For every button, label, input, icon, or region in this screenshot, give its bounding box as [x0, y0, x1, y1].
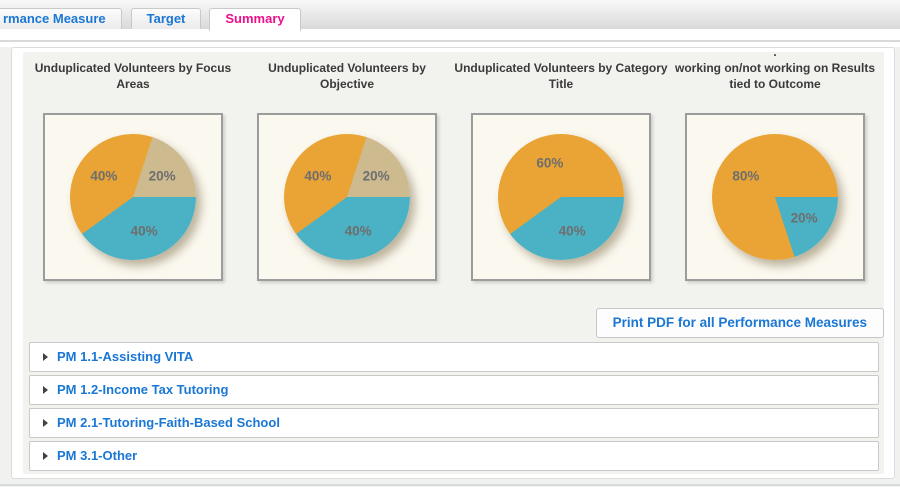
performance-measure-accordion: PM 1.1-Assisting VITA PM 1.2-Income Tax …: [23, 342, 884, 474]
pie-slice-label: 20%: [362, 168, 390, 184]
chart-title: . working on/not working on Results tied t…: [675, 45, 875, 91]
accordion-item-label: PM 1.1-Assisting VITA: [57, 349, 194, 364]
pie-chart: 40% 40% 20%: [284, 134, 410, 260]
page-bottom-rule: [0, 484, 900, 486]
charts-row: Unduplicated Volunteers by Focus Areas 40…: [23, 45, 884, 303]
tab-summary[interactable]: Summary: [209, 8, 301, 31]
chart-volunteers-by-focus-areas: Unduplicated Volunteers by Focus Areas 40…: [35, 54, 231, 281]
pie-slice-label: 20%: [148, 168, 176, 184]
chart-title: Unduplicated Volunteers by Objective: [268, 61, 426, 91]
summary-panel: Unduplicated Volunteers by Focus Areas 40…: [11, 45, 895, 479]
chart-title: Unduplicated Volunteers by Category Title: [454, 61, 668, 91]
chart-canvas: 40% 40% 20%: [43, 113, 223, 281]
accordion-item-pm-2-1[interactable]: PM 2.1-Tutoring-Faith-Based School: [29, 408, 879, 438]
pie-chart: 40% 40% 20%: [70, 134, 196, 260]
chevron-right-icon: [43, 352, 48, 361]
pie-slice-label: 40%: [130, 223, 158, 239]
print-pdf-button[interactable]: Print PDF for all Performance Measures: [595, 308, 884, 338]
tab-strip: rmance Measure Target Summary: [0, 0, 900, 31]
pie-slice-label: 40%: [558, 223, 586, 239]
summary-panel-body: Unduplicated Volunteers by Focus Areas 40…: [23, 45, 884, 474]
chart-volunteers-by-objective: Unduplicated Volunteers by Objective 40% 4…: [257, 54, 437, 281]
accordion-item-pm-1-1[interactable]: PM 1.1-Assisting VITA: [29, 342, 879, 372]
chart-canvas: 20% 80%: [685, 113, 865, 281]
chevron-right-icon: [43, 385, 48, 394]
accordion-item-pm-1-2[interactable]: PM 1.2-Income Tax Tutoring: [29, 375, 879, 405]
pie-slice-label: 80%: [732, 168, 760, 184]
chevron-right-icon: [43, 451, 48, 460]
pie-slice-label: 40%: [344, 223, 372, 239]
accordion-item-label: PM 2.1-Tutoring-Faith-Based School: [57, 415, 280, 430]
chart-canvas: 40% 60%: [471, 113, 651, 281]
pie-chart: 40% 60%: [498, 134, 624, 260]
pie-chart: 20% 80%: [712, 134, 838, 260]
chart-volunteers-by-category-title: Unduplicated Volunteers by Category Title…: [454, 54, 668, 281]
accordion-item-pm-3-1[interactable]: PM 3.1-Other: [29, 441, 879, 471]
accordion-item-label: PM 1.2-Income Tax Tutoring: [57, 382, 229, 397]
chart-title: Unduplicated Volunteers by Focus Areas: [34, 61, 232, 91]
tab-bar: rmance Measure Target Summary: [0, 0, 900, 47]
pie-slice-label: 40%: [304, 168, 332, 184]
chart-results-tied-to-outcome: . working on/not working on Results tied t…: [675, 45, 875, 281]
pie-slice-label: 40%: [90, 168, 118, 184]
pie-slice-label: 60%: [536, 155, 564, 171]
pie-slice-label: 20%: [790, 210, 818, 226]
tab-target[interactable]: Target: [130, 8, 202, 29]
tab-underline: [0, 40, 900, 42]
chevron-right-icon: [43, 418, 48, 427]
chart-canvas: 40% 40% 20%: [257, 113, 437, 281]
accordion-item-label: PM 3.1-Other: [57, 448, 138, 463]
tab-performance-measure[interactable]: rmance Measure: [0, 8, 122, 29]
